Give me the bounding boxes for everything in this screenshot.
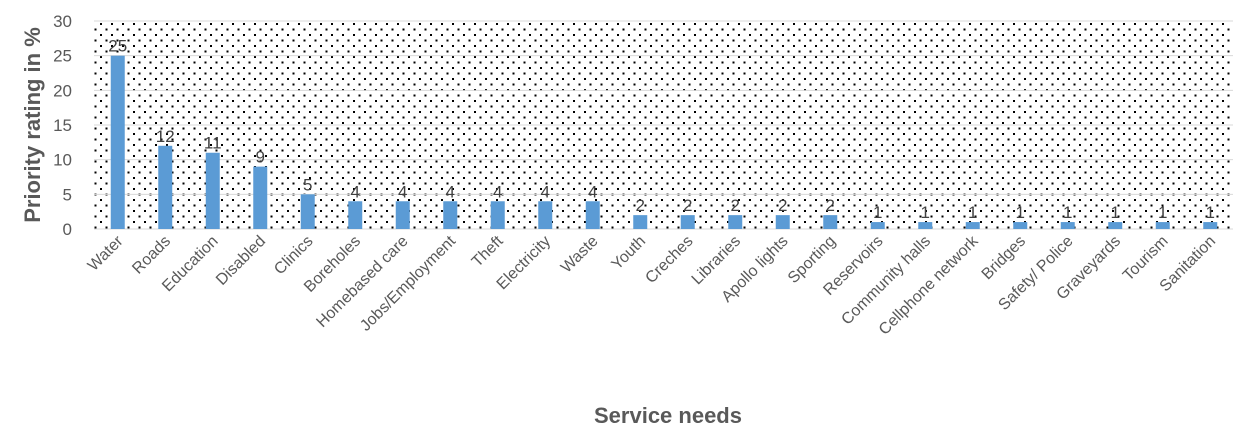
data-label: 5 bbox=[303, 175, 312, 194]
y-tick-label: 15 bbox=[53, 116, 72, 135]
data-label: 1 bbox=[1111, 203, 1120, 222]
data-label: 2 bbox=[778, 196, 787, 215]
data-label: 12 bbox=[156, 127, 175, 146]
data-label: 25 bbox=[108, 37, 127, 56]
y-axis-title: Priority rating in % bbox=[20, 27, 45, 223]
x-tick-label: Clinics bbox=[271, 233, 316, 278]
bar bbox=[918, 222, 933, 229]
bar bbox=[205, 152, 220, 229]
data-label: 1 bbox=[1206, 203, 1215, 222]
bar bbox=[1060, 222, 1075, 229]
x-tick-label: Community halls bbox=[838, 233, 934, 329]
bar bbox=[680, 215, 695, 229]
data-label: 4 bbox=[446, 182, 455, 201]
bar bbox=[775, 215, 790, 229]
bar bbox=[253, 166, 268, 229]
bar bbox=[395, 201, 410, 229]
data-label: 1 bbox=[1063, 203, 1072, 222]
bar bbox=[538, 201, 553, 229]
bar bbox=[1155, 222, 1170, 229]
data-label: 1 bbox=[1016, 203, 1025, 222]
data-label: 4 bbox=[398, 182, 407, 201]
bar bbox=[1108, 222, 1123, 229]
data-label: 11 bbox=[204, 134, 222, 153]
x-tick-label: Roads bbox=[129, 233, 174, 278]
data-label: 4 bbox=[541, 182, 550, 201]
y-tick-label: 5 bbox=[63, 185, 72, 204]
bar bbox=[870, 222, 885, 229]
data-label: 1 bbox=[921, 203, 930, 222]
bar bbox=[965, 222, 980, 229]
data-label: 2 bbox=[636, 196, 645, 215]
bar bbox=[110, 55, 125, 229]
x-axis-title: Service needs bbox=[594, 403, 742, 428]
data-label: 4 bbox=[493, 182, 502, 201]
bar bbox=[158, 145, 173, 229]
bar bbox=[1013, 222, 1028, 229]
x-tick-label: Youth bbox=[609, 233, 650, 274]
bar bbox=[348, 201, 363, 229]
data-label: 1 bbox=[968, 203, 977, 222]
bar bbox=[728, 215, 743, 229]
y-tick-label: 30 bbox=[53, 12, 72, 31]
gridlines bbox=[94, 20, 1233, 230]
bar bbox=[300, 194, 315, 229]
x-tick-label: Disabled bbox=[213, 233, 269, 289]
data-label: 9 bbox=[256, 148, 265, 167]
data-label: 2 bbox=[826, 196, 835, 215]
data-label: 4 bbox=[351, 182, 360, 201]
data-label: 1 bbox=[873, 203, 882, 222]
y-axis-ticks: 0 5 10 15 20 25 30 bbox=[53, 12, 72, 239]
bar bbox=[823, 215, 838, 229]
data-label: 1 bbox=[1158, 203, 1167, 222]
x-tick-label: Water bbox=[85, 232, 127, 274]
y-tick-label: 20 bbox=[53, 81, 72, 100]
bar bbox=[443, 201, 458, 229]
data-label: 2 bbox=[683, 196, 692, 215]
x-tick-label: Theft bbox=[469, 232, 507, 270]
bar bbox=[490, 201, 505, 229]
bar bbox=[585, 201, 600, 229]
bars bbox=[110, 55, 1218, 229]
y-tick-label: 10 bbox=[53, 151, 72, 170]
bar bbox=[633, 215, 648, 229]
data-label: 4 bbox=[588, 182, 597, 201]
bar bbox=[1203, 222, 1218, 229]
data-label: 2 bbox=[731, 196, 740, 215]
x-tick-label: Creches bbox=[642, 233, 696, 287]
y-tick-label: 0 bbox=[63, 220, 72, 239]
y-tick-label: 25 bbox=[53, 47, 72, 66]
x-tick-label: Waste bbox=[558, 233, 602, 277]
